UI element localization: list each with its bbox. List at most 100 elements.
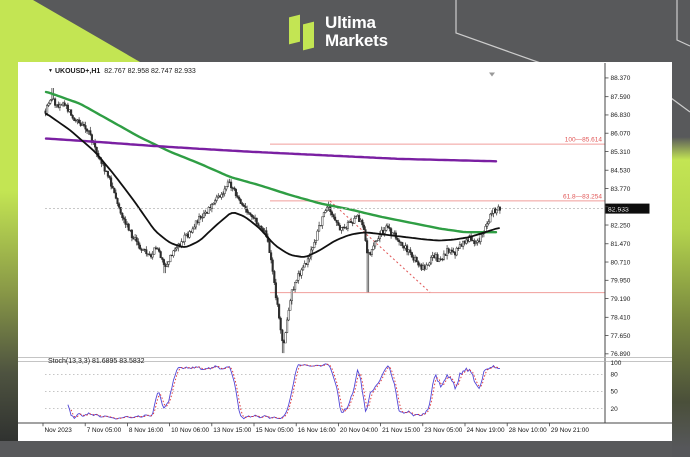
candle-body — [487, 221, 490, 224]
candle-body — [308, 256, 311, 260]
candle-body — [260, 226, 263, 229]
candle-body — [236, 195, 239, 198]
candle-body — [154, 247, 157, 250]
candle-body — [223, 188, 226, 194]
scroll-position-marker — [489, 72, 495, 77]
candle-body — [430, 257, 433, 264]
candle-body — [313, 242, 316, 248]
candle-body — [415, 256, 418, 263]
candle-body — [471, 239, 474, 242]
fib-level-label: 61.8—83.254 — [563, 193, 602, 200]
candle-body — [121, 212, 124, 218]
candle-body — [70, 109, 73, 116]
candle-body — [234, 189, 237, 196]
candle-body — [428, 262, 431, 266]
candle-body — [82, 124, 85, 126]
candle-body — [361, 219, 364, 226]
candle-body — [364, 229, 367, 241]
candle-body — [425, 264, 428, 270]
candle-body — [226, 181, 229, 187]
y-axis-label: 87.590 — [611, 94, 631, 101]
candle-body — [340, 227, 343, 231]
stoch-scale-label: 20 — [611, 406, 619, 413]
candle-body — [66, 104, 69, 112]
candle-body — [398, 239, 401, 243]
ma-purple-long — [44, 137, 498, 163]
candle-body — [250, 214, 253, 218]
candle-body — [191, 228, 194, 233]
candle-body — [159, 251, 162, 259]
candle-body — [148, 253, 151, 255]
candle-body — [330, 211, 333, 216]
ma-black-fast — [45, 113, 500, 258]
candle-body — [377, 238, 380, 241]
ultima-markets-logo: Ultima Markets — [289, 12, 388, 52]
candle-body — [318, 225, 321, 232]
candle-body — [358, 215, 361, 222]
x-axis-label: 8 Nov 16:00 — [129, 427, 164, 434]
axes-layer: 88.370 87.590 86.830 86.070 85.310 84.530 83.7… — [18, 63, 672, 434]
y-axis-label: 79.190 — [611, 296, 631, 303]
price-chart[interactable]: 100—85.614 61.8—83.254 82.933 88.370 87.59… — [18, 62, 672, 441]
candle-body — [50, 99, 53, 101]
y-axis-label: 85.310 — [611, 149, 631, 156]
candle-body — [172, 250, 175, 257]
x-axis-label: Nov 2023 — [45, 427, 73, 434]
candle-body — [321, 216, 324, 226]
candle-body — [383, 230, 386, 234]
candle-body — [378, 234, 381, 239]
candle-body — [297, 273, 300, 281]
candle-body — [239, 199, 242, 204]
candle-body — [202, 212, 205, 218]
x-axis-label: 16 Nov 16:00 — [298, 427, 336, 434]
candle-body — [289, 300, 292, 311]
candle-body — [174, 248, 177, 252]
candle-body — [210, 204, 213, 209]
candle-body — [257, 223, 260, 227]
candle-body — [113, 187, 116, 194]
y-axis-label: 86.070 — [611, 131, 631, 138]
candle-body — [295, 280, 298, 283]
candle-body — [78, 119, 81, 124]
candle-body — [314, 239, 317, 243]
stoch-scale-label: 50 — [611, 389, 619, 396]
stoch-scale-label: 100 — [611, 360, 622, 367]
symbol-dropdown-icon[interactable]: ▼ — [48, 68, 53, 74]
x-axis-label: 7 Nov 05:00 — [87, 427, 122, 434]
candle-body — [127, 223, 130, 231]
candle-body — [71, 115, 74, 119]
candle-body — [169, 254, 172, 263]
candle-body — [110, 177, 113, 187]
candle-body — [118, 203, 121, 208]
candle-body — [114, 192, 117, 199]
candle-body — [230, 181, 233, 189]
chart-panel: 100—85.614 61.8—83.254 82.933 88.370 87.59… — [18, 62, 672, 441]
candle-body — [89, 130, 92, 135]
y-axis-label: 82.250 — [611, 222, 631, 229]
candle-body — [450, 249, 453, 252]
candle-body — [396, 238, 399, 241]
y-axis-label: 79.950 — [611, 278, 631, 285]
stochastic-layer: 100 80 50 20 — [45, 360, 622, 420]
symbol-info: ▼ UKOUSD+,H1 82.767 82.958 82.747 82.933 — [48, 68, 196, 75]
candle-body — [238, 196, 241, 200]
x-axis-label: 20 Nov 04:00 — [340, 427, 378, 434]
chevron-outline-1 — [455, 0, 550, 67]
candle-body — [322, 212, 325, 218]
candle-body — [215, 196, 218, 201]
candle-body — [214, 200, 217, 204]
candle-body — [346, 222, 349, 229]
candle-body — [486, 223, 489, 227]
candle-body — [388, 227, 391, 229]
stoch-k-line — [67, 363, 500, 420]
fib-trendline — [329, 200, 431, 293]
candle-body — [335, 220, 338, 223]
logo-bar-left — [289, 14, 300, 45]
candle-body — [375, 240, 378, 242]
candle-body — [49, 99, 52, 104]
candle-body — [175, 247, 178, 250]
candle-body — [337, 222, 340, 226]
candle-body — [63, 102, 66, 106]
decoration-right-strip — [672, 0, 690, 457]
candle-body — [274, 282, 277, 299]
